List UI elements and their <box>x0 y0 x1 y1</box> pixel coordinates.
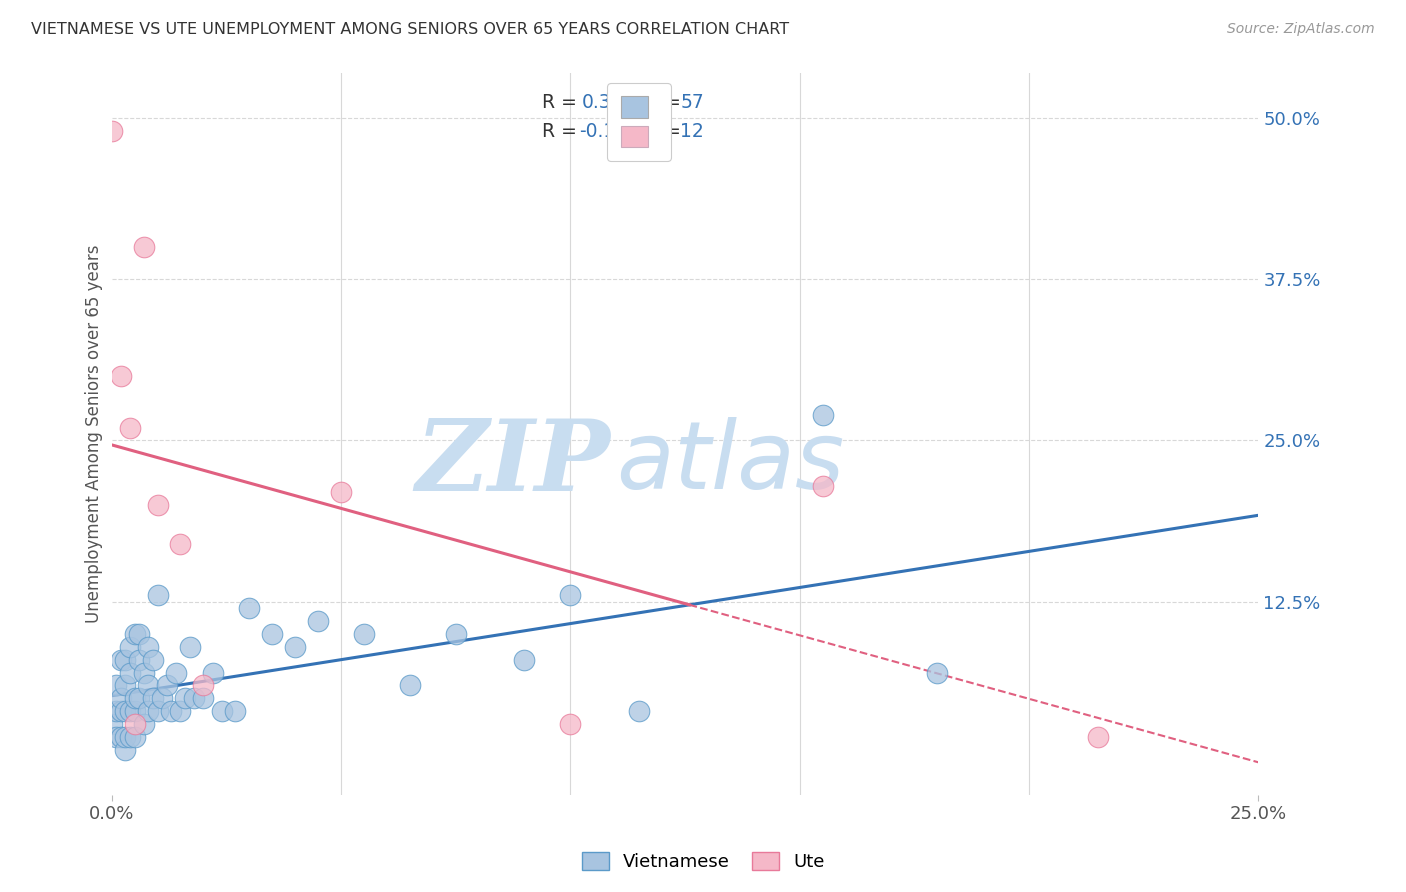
Point <box>927 665 949 680</box>
Text: 0.305: 0.305 <box>582 93 636 112</box>
Point <box>211 704 233 718</box>
Text: VIETNAMESE VS UTE UNEMPLOYMENT AMONG SENIORS OVER 65 YEARS CORRELATION CHART: VIETNAMESE VS UTE UNEMPLOYMENT AMONG SEN… <box>31 22 789 37</box>
Text: Source: ZipAtlas.com: Source: ZipAtlas.com <box>1227 22 1375 37</box>
Point <box>811 478 834 492</box>
Point <box>353 627 375 641</box>
Point <box>179 640 201 654</box>
Point <box>114 743 136 757</box>
Point <box>105 678 128 692</box>
Point <box>398 678 420 692</box>
Text: -0.128: -0.128 <box>579 121 640 141</box>
Point <box>262 627 284 641</box>
Point <box>128 627 150 641</box>
Point <box>118 704 141 718</box>
Point <box>110 369 132 384</box>
Point <box>110 730 132 744</box>
Point <box>136 678 159 692</box>
Point <box>128 691 150 706</box>
Point <box>183 691 205 706</box>
Text: R =: R = <box>541 121 582 141</box>
Point <box>156 678 179 692</box>
Point <box>174 691 197 706</box>
Point <box>165 665 187 680</box>
Point <box>124 627 146 641</box>
Point <box>136 640 159 654</box>
Point <box>142 691 165 706</box>
Point <box>128 653 150 667</box>
Point <box>284 640 307 654</box>
Legend: Vietnamese, Ute: Vietnamese, Ute <box>574 846 832 879</box>
Text: R =: R = <box>541 93 582 112</box>
Point <box>100 124 122 138</box>
Point <box>105 704 128 718</box>
Point <box>238 601 260 615</box>
Point <box>560 588 582 602</box>
Legend: , : , <box>607 83 671 161</box>
Point <box>330 485 353 500</box>
Y-axis label: Unemployment Among Seniors over 65 years: Unemployment Among Seniors over 65 years <box>86 244 103 624</box>
Point <box>124 730 146 744</box>
Point <box>132 240 155 254</box>
Point <box>811 408 834 422</box>
Point <box>560 717 582 731</box>
Point <box>118 640 141 654</box>
Point <box>201 665 224 680</box>
Point <box>169 704 191 718</box>
Point <box>307 614 329 628</box>
Point <box>513 653 536 667</box>
Point <box>132 665 155 680</box>
Point <box>118 730 141 744</box>
Point <box>110 691 132 706</box>
Point <box>114 704 136 718</box>
Text: atlas: atlas <box>616 417 845 508</box>
Point <box>114 678 136 692</box>
Point <box>224 704 246 718</box>
Point <box>118 665 141 680</box>
Point <box>193 691 215 706</box>
Point <box>118 420 141 434</box>
Point <box>110 704 132 718</box>
Point <box>132 717 155 731</box>
Point <box>114 730 136 744</box>
Text: ZIP: ZIP <box>416 415 610 511</box>
Point <box>1087 730 1109 744</box>
Point <box>136 704 159 718</box>
Point <box>160 704 183 718</box>
Point <box>100 717 122 731</box>
Point <box>193 678 215 692</box>
Text: 12: 12 <box>681 121 704 141</box>
Point <box>146 498 169 512</box>
Point <box>124 691 146 706</box>
Point <box>444 627 467 641</box>
Text: N =: N = <box>645 93 686 112</box>
Point <box>124 717 146 731</box>
Point <box>110 653 132 667</box>
Point <box>150 691 173 706</box>
Point <box>146 588 169 602</box>
Point <box>142 653 165 667</box>
Point <box>169 536 191 550</box>
Point <box>114 653 136 667</box>
Point <box>146 704 169 718</box>
Point <box>628 704 651 718</box>
Text: N =: N = <box>645 121 686 141</box>
Point <box>124 704 146 718</box>
Point <box>105 730 128 744</box>
Text: 57: 57 <box>681 93 704 112</box>
